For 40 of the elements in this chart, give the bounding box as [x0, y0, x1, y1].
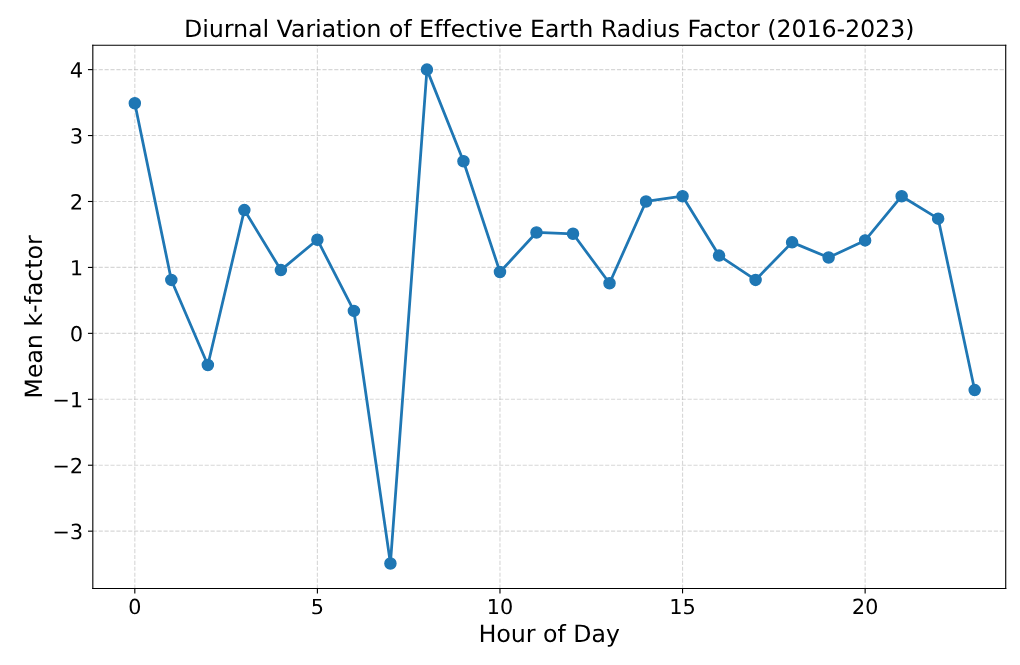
y-tick-label: 2 [71, 193, 82, 210]
point [566, 227, 580, 241]
point [785, 236, 799, 249]
y-tick-label: 4 [70, 62, 82, 78]
x-tick-label: 10 [489, 598, 512, 615]
point [347, 304, 361, 318]
x-tick-label: 0 [129, 598, 141, 615]
x-axis-title: Hour of Day [480, 623, 620, 647]
y-tick-label: 1 [72, 260, 82, 276]
point [384, 557, 397, 570]
point [493, 265, 507, 279]
point [822, 251, 835, 264]
x-tick-label: 15 [671, 598, 694, 615]
x-tick-label: 20 [853, 598, 877, 615]
point [858, 234, 872, 247]
y-tick-label: −2 [54, 457, 82, 474]
chart-title: Diurnal Variation of Effective Earth Radius Factor (2016-2023) [186, 18, 913, 40]
point [639, 195, 653, 208]
y-tick-label: 0 [71, 325, 82, 342]
y-tick-label: −3 [54, 523, 82, 540]
point [457, 155, 470, 168]
point [128, 96, 142, 110]
y-axis-title: Mean k-factor [23, 235, 43, 397]
point [530, 226, 543, 239]
point [968, 383, 981, 397]
y-tick-label: 3 [71, 128, 82, 144]
y-tick-label: −1 [54, 392, 82, 408]
point [749, 273, 762, 287]
point [676, 189, 689, 203]
point [895, 189, 908, 203]
point [603, 276, 616, 290]
point [931, 212, 945, 225]
point [311, 233, 324, 246]
point [712, 249, 726, 262]
point [274, 263, 288, 277]
point [420, 63, 434, 76]
x-tick-label: 5 [312, 598, 323, 615]
point [201, 358, 215, 372]
point [165, 273, 178, 287]
point [238, 203, 251, 217]
